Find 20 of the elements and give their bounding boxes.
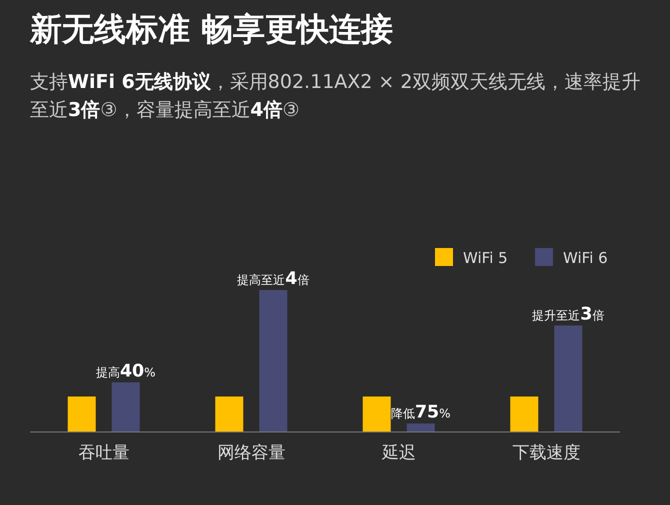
bar <box>510 396 538 432</box>
bar <box>215 396 244 432</box>
x-tick-label: 延迟 <box>380 443 416 463</box>
chart-title: 新无线标准 畅享更快连接 <box>30 9 394 50</box>
bar <box>259 290 288 432</box>
bar <box>554 326 582 432</box>
bar <box>68 396 96 432</box>
text: 提高至近4倍 <box>237 269 310 289</box>
annotation: 提升至近3倍 <box>532 304 604 324</box>
annotation: 提高40% <box>96 361 156 382</box>
text: 支持WiFi 6无线协议，采用802.11AX2 × 2双频双天线无线，速率提升至近3倍③，容量提高至近4倍③ <box>30 71 640 121</box>
bar <box>406 423 435 432</box>
legend-label: WiFi 5 <box>463 249 508 267</box>
x-tick-label: 下载速度 <box>512 443 580 463</box>
x-tick-label: 网络容量 <box>217 443 286 463</box>
bar <box>112 382 140 432</box>
legend-label: WiFi 6 <box>563 249 608 267</box>
annotation: 降低75% <box>390 402 451 422</box>
x-tick-label: 吞吐量 <box>78 443 130 463</box>
bar <box>362 396 391 432</box>
